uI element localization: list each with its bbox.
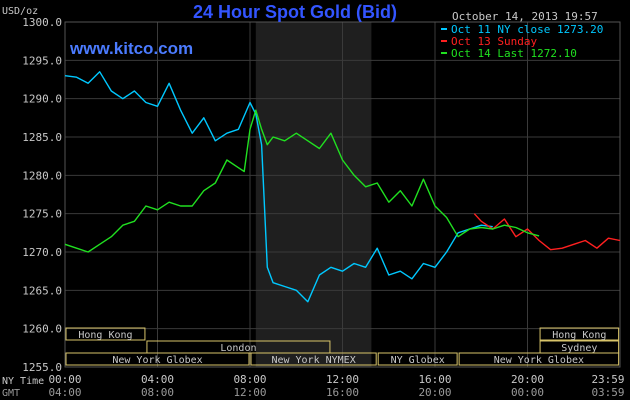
- session-bar: [458, 352, 620, 366]
- y-tick-label: 1265.0: [22, 284, 62, 297]
- y-tick-label: 1270.0: [22, 246, 62, 259]
- x-tick-label-gmt: 20:00: [418, 386, 451, 399]
- session-label: New York NYMEX: [271, 355, 355, 366]
- y-tick-label: 1300.0: [22, 16, 62, 29]
- y-tick-label: 1275.0: [22, 208, 62, 221]
- x-tick-label-ny: 23:59: [591, 373, 624, 386]
- session-bar: [539, 327, 620, 341]
- y-tick-label: 1280.0: [22, 169, 62, 182]
- y-tick-label: 1295.0: [22, 54, 62, 67]
- legend-item: Oct 11 NY close 1273.20: [451, 23, 603, 36]
- x-tick-label-gmt: 16:00: [326, 386, 359, 399]
- legend-item: Oct 13 Sunday: [451, 35, 537, 48]
- series-line-0: [64, 71, 493, 303]
- y-tick-label: 1255.0: [22, 361, 62, 374]
- chart-title: 24 Hour Spot Gold (Bid): [193, 2, 397, 22]
- session-bar: [65, 352, 250, 366]
- session-label: New York Globex: [494, 355, 584, 366]
- shaded-region: [255, 22, 372, 367]
- session-bar: [250, 352, 377, 366]
- y-tick-label: 1290.0: [22, 93, 62, 106]
- x-tick-label-gmt: 00:00: [511, 386, 544, 399]
- ny-time-label: NY Time: [2, 376, 44, 387]
- session-label: London: [220, 343, 256, 354]
- unit-label: USD/oz: [2, 6, 38, 17]
- x-tick-label-ny: 08:00: [233, 373, 266, 386]
- gmt-label: GMT: [2, 388, 20, 399]
- x-tick-label-gmt: 04:00: [48, 386, 81, 399]
- x-tick-label-ny: 16:00: [418, 373, 451, 386]
- grid-layer: [64, 21, 621, 368]
- y-tick-label: 1285.0: [22, 131, 62, 144]
- shaded-region-layer: [255, 22, 372, 367]
- session-label: Sydney: [561, 343, 597, 354]
- header-layer: USD/oz 24 Hour Spot Gold (Bid) October 1…: [2, 2, 598, 58]
- session-label: Hong Kong: [552, 330, 606, 341]
- legend-item: Oct 14 Last 1272.10: [451, 47, 577, 60]
- session-bar: [377, 352, 458, 366]
- series-line-1: [473, 213, 621, 251]
- x-tick-label-ny: 04:00: [141, 373, 174, 386]
- x-tick-label-gmt: 03:59: [591, 386, 624, 399]
- session-bar: [65, 327, 146, 341]
- axis-layer: 1300.0 1295.0 1290.0 1285.0 1280.0 1275.0 1270…: [2, 16, 625, 399]
- x-tick-label-ny: 12:00: [326, 373, 359, 386]
- x-tick-label-ny: 00:00: [48, 373, 81, 386]
- plot-frame: [64, 21, 621, 368]
- session-label: Hong Kong: [78, 330, 132, 341]
- timestamp: October 14, 2013 19:57: [452, 10, 598, 23]
- session-label: New York Globex: [112, 355, 202, 366]
- series-layer: [64, 71, 621, 303]
- session-label: NY Globex: [391, 355, 445, 366]
- watermark-url: www.kitco.com: [69, 39, 193, 58]
- series-line-2: [64, 109, 540, 253]
- y-tick-label: 1260.0: [22, 323, 62, 336]
- x-tick-label-ny: 20:00: [511, 373, 544, 386]
- x-tick-label-gmt: 12:00: [233, 386, 266, 399]
- x-tick-label-gmt: 08:00: [141, 386, 174, 399]
